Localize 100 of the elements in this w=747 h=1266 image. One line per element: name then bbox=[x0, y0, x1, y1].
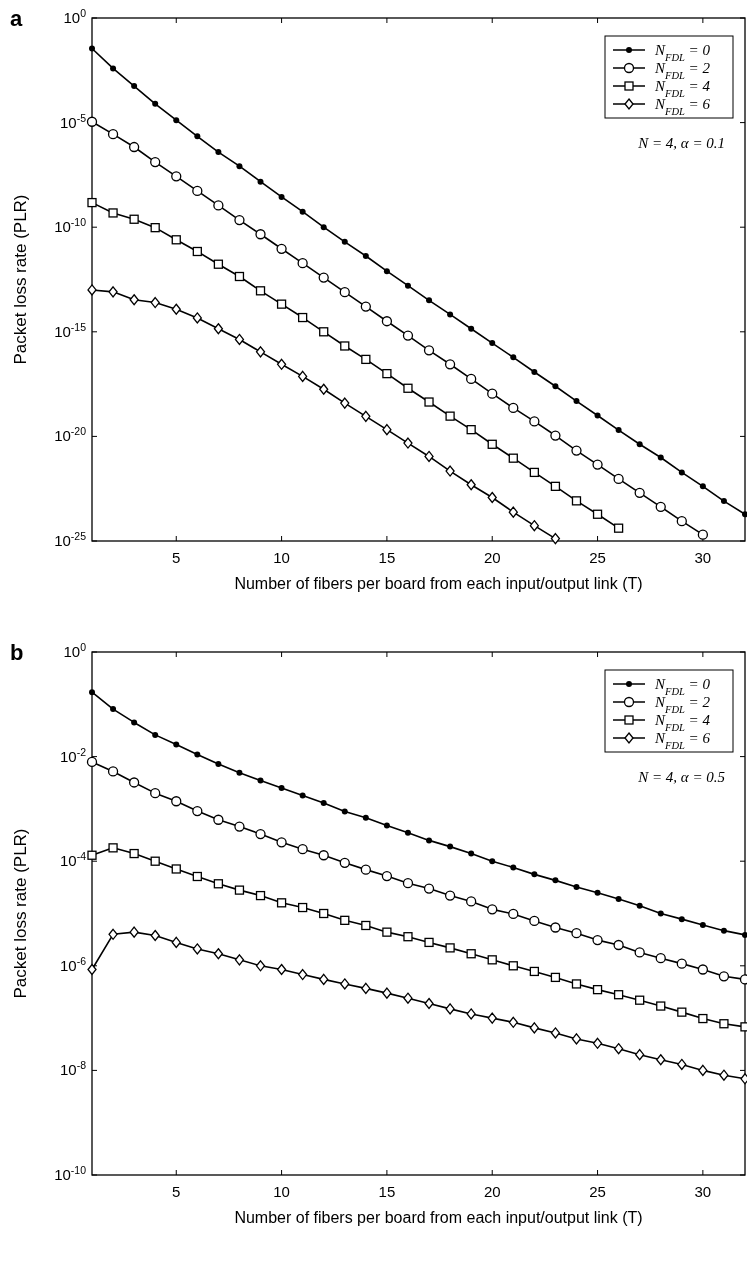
point bbox=[678, 469, 685, 476]
point bbox=[171, 936, 181, 949]
point bbox=[236, 163, 243, 170]
point bbox=[382, 927, 392, 937]
x-tick-label: 5 bbox=[172, 549, 181, 566]
point bbox=[89, 45, 95, 52]
point bbox=[213, 200, 224, 211]
point bbox=[678, 916, 685, 923]
point bbox=[615, 427, 622, 434]
point bbox=[550, 481, 561, 491]
point bbox=[571, 496, 582, 506]
point bbox=[278, 785, 285, 792]
point bbox=[489, 340, 496, 347]
point bbox=[676, 958, 687, 969]
legend-label: N$_{FDL}$ = 4 bbox=[654, 712, 711, 733]
point bbox=[129, 848, 139, 859]
point bbox=[529, 1022, 539, 1034]
point bbox=[592, 985, 603, 995]
point bbox=[234, 214, 245, 226]
point bbox=[192, 943, 202, 955]
point bbox=[108, 843, 118, 853]
point bbox=[634, 487, 645, 499]
y-tick-label: 10$^{-2}$ bbox=[59, 745, 87, 765]
point bbox=[192, 805, 203, 817]
point bbox=[362, 253, 369, 259]
point bbox=[383, 822, 390, 829]
point bbox=[508, 1016, 518, 1028]
point bbox=[320, 799, 327, 806]
point bbox=[297, 258, 308, 269]
point bbox=[255, 828, 266, 840]
point bbox=[362, 814, 369, 821]
legend-label: N$_{FDL}$ = 4 bbox=[654, 78, 711, 99]
point bbox=[108, 286, 118, 298]
point bbox=[529, 467, 540, 478]
point bbox=[424, 397, 434, 407]
y-tick-label: 10$^{-15}$ bbox=[54, 320, 87, 340]
point bbox=[150, 856, 160, 866]
point bbox=[298, 902, 308, 913]
point bbox=[339, 857, 350, 868]
point bbox=[320, 224, 327, 231]
point bbox=[276, 898, 287, 908]
point bbox=[402, 878, 414, 889]
point bbox=[571, 445, 582, 456]
point bbox=[361, 354, 371, 365]
point bbox=[466, 479, 476, 491]
point bbox=[487, 955, 497, 965]
point bbox=[529, 416, 540, 427]
y-axis-title: Packet loss rate (PLR) bbox=[11, 194, 30, 365]
point bbox=[278, 193, 285, 200]
point bbox=[194, 751, 201, 758]
point bbox=[615, 895, 622, 902]
point bbox=[340, 341, 350, 351]
legend-label: N$_{FDL}$ = 0 bbox=[654, 42, 711, 63]
point bbox=[86, 116, 98, 127]
point bbox=[192, 246, 202, 257]
point bbox=[698, 1064, 708, 1077]
x-tick-label: 25 bbox=[589, 1183, 606, 1200]
point bbox=[466, 1008, 476, 1020]
point bbox=[403, 992, 413, 1004]
point bbox=[592, 934, 603, 946]
point bbox=[382, 987, 392, 999]
point bbox=[383, 268, 390, 275]
point bbox=[404, 829, 411, 836]
point bbox=[150, 929, 160, 942]
point bbox=[466, 896, 477, 907]
point bbox=[87, 197, 97, 208]
y-tick-label: 10$^{0}$ bbox=[63, 7, 87, 26]
x-axis-title: Number of fibers per board from each input/output link (T) bbox=[234, 575, 643, 592]
point bbox=[677, 1058, 687, 1071]
y-tick-label: 10$^{-6}$ bbox=[59, 954, 87, 974]
point bbox=[319, 908, 329, 919]
point bbox=[318, 850, 329, 861]
x-tick-label: 20 bbox=[483, 1183, 501, 1200]
point bbox=[676, 515, 687, 527]
point bbox=[529, 915, 540, 927]
point bbox=[381, 870, 393, 882]
point bbox=[656, 1054, 666, 1066]
point bbox=[489, 858, 496, 865]
y-tick-label: 10$^{0}$ bbox=[63, 641, 87, 660]
point bbox=[531, 871, 538, 878]
point bbox=[655, 501, 666, 512]
point bbox=[426, 297, 433, 304]
point bbox=[444, 359, 456, 370]
chart-title: a bbox=[10, 6, 23, 31]
point bbox=[360, 301, 371, 312]
point bbox=[508, 453, 518, 463]
point bbox=[276, 963, 287, 976]
point bbox=[110, 706, 117, 713]
point bbox=[613, 473, 624, 485]
point bbox=[573, 398, 580, 405]
point bbox=[129, 294, 139, 306]
point bbox=[215, 761, 222, 768]
point bbox=[276, 358, 287, 370]
point bbox=[613, 990, 624, 1000]
point bbox=[234, 271, 245, 282]
point bbox=[236, 769, 243, 776]
legend-label: N$_{FDL}$ = 2 bbox=[654, 694, 711, 715]
point bbox=[361, 920, 371, 931]
point bbox=[529, 966, 540, 977]
point bbox=[255, 286, 266, 296]
